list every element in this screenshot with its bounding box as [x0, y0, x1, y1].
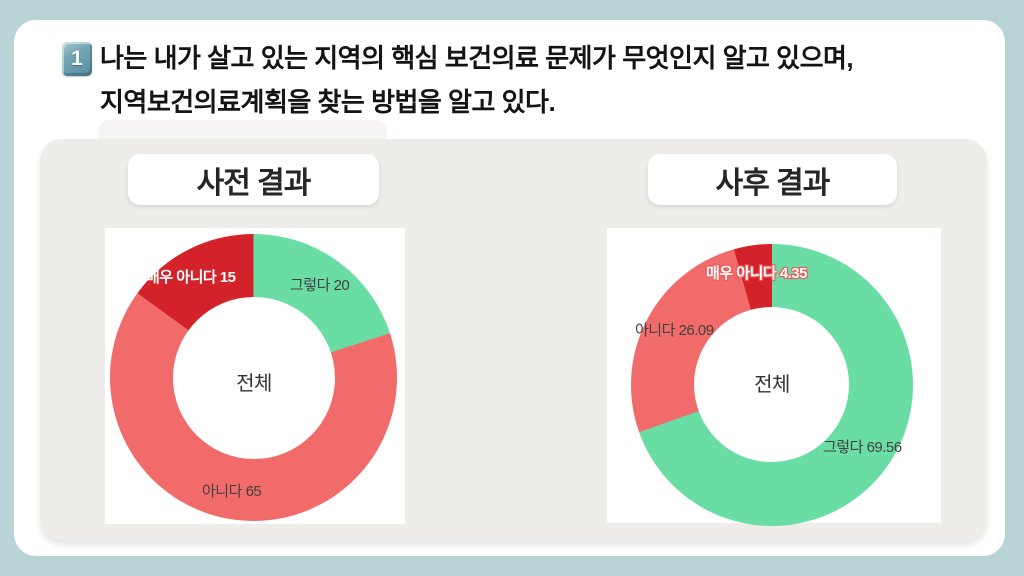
pre-result-heading-label: 사전 결과: [196, 166, 312, 200]
post-center-label: 전체: [754, 374, 790, 396]
post-slice-label-no: 아니다 26.09: [635, 322, 714, 339]
post-donut-hole: [694, 307, 849, 462]
pre-slice-label-yes: 그렇다 20: [290, 277, 350, 294]
post-result-heading-label: 사후 결과: [715, 166, 831, 200]
pre-center-label: 전체: [236, 373, 272, 395]
pre-result-heading: 사전 결과: [128, 154, 379, 205]
pre-slice-label-no: 아니다 65: [202, 483, 262, 500]
pre-slice-label-very-no: 매우 아니다 15: [146, 269, 236, 286]
post-result-heading: 사후 결과: [648, 154, 897, 205]
pre-donut-hole: [173, 297, 335, 459]
question-title-line2: 지역보건의료계획을 찾는 방법을 알고 있다.: [100, 87, 556, 117]
post-slice-label-yes: 그렇다 69.56: [823, 439, 902, 456]
number-1-key-icon: 1: [62, 42, 92, 76]
number-badge-text: 1: [71, 47, 83, 70]
post-slice-label-very-no: 매우 아니다 4.35: [706, 265, 808, 282]
question-title-line1: 나는 내가 살고 있는 지역의 핵심 보건의료 문제가 무엇인지 알고 있으며,: [100, 43, 854, 73]
